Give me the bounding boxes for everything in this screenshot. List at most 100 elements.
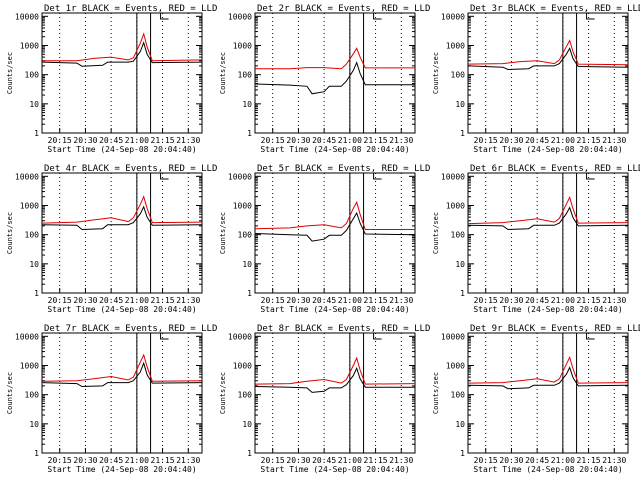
y-tick-label: 10000	[228, 172, 252, 181]
interval-bracket	[586, 333, 595, 340]
y-tick-label: 1	[460, 449, 465, 458]
y-axis-label: Counts/sec	[6, 372, 14, 414]
y-tick-label: 10	[242, 100, 252, 109]
x-tick-label: 20:45	[99, 296, 123, 305]
x-tick-label: 20:30	[499, 456, 523, 465]
y-tick-label: 1000	[446, 41, 465, 50]
x-axis-label: Start Time (24-Sep-08 20:04:40)	[47, 145, 196, 154]
x-tick-label: 21:15	[151, 456, 175, 465]
x-tick-label: 21:00	[551, 296, 575, 305]
x-axis-label: Start Time (24-Sep-08 20:04:40)	[47, 465, 196, 474]
x-tick-label: 20:30	[286, 136, 310, 145]
interval-bracket	[373, 333, 382, 340]
y-tick-label: 1	[34, 289, 39, 298]
x-tick-label: 20:45	[312, 296, 336, 305]
chart-panel: Det 2r BLACK = Events, RED = LLD 1 10 100 10…	[219, 4, 430, 154]
x-tick-label: 20:45	[525, 296, 549, 305]
interval-bracket	[160, 173, 169, 180]
y-tick-label: 10000	[15, 12, 39, 21]
x-tick-label: 20:15	[474, 136, 498, 145]
x-tick-label: 21:15	[364, 296, 388, 305]
x-tick-label: 21:00	[551, 456, 575, 465]
x-axis-label: Start Time (24-Sep-08 20:04:40)	[473, 145, 622, 154]
chart-panel: Det 6r BLACK = Events, RED = LLD 1 10 100 10…	[432, 164, 640, 314]
chart-panel: Det 3r BLACK = Events, RED = LLD 1 10 100 10…	[432, 4, 640, 154]
chart-title: Det 8r BLACK = Events, RED = LLD	[257, 324, 430, 334]
y-tick-label: 10000	[441, 332, 465, 341]
y-tick-label: 100	[451, 231, 466, 240]
y-tick-label: 10	[242, 420, 252, 429]
x-axis-label: Start Time (24-Sep-08 20:04:40)	[47, 305, 196, 314]
series-line-events	[468, 47, 629, 71]
x-tick-label: 21:15	[577, 136, 601, 145]
x-tick-label: 21:30	[389, 456, 413, 465]
chart-title: Det 4r BLACK = Events, RED = LLD	[44, 164, 217, 174]
x-tick-label: 20:45	[525, 456, 549, 465]
plot-frame	[41, 332, 203, 454]
plot-frame	[467, 12, 629, 134]
interval-bracket	[160, 13, 169, 20]
y-tick-label: 10	[455, 100, 465, 109]
interval-bracket	[586, 173, 595, 180]
y-axis-label: Counts/sec	[6, 212, 14, 254]
interval-bracket	[586, 13, 595, 20]
series-line-events	[468, 366, 629, 390]
x-tick-label: 20:30	[499, 136, 523, 145]
x-tick-label: 20:45	[99, 456, 123, 465]
y-tick-label: 100	[238, 391, 253, 400]
series-line-lld	[42, 195, 203, 224]
x-tick-label: 20:30	[73, 136, 97, 145]
series-line-lld	[468, 356, 629, 384]
y-tick-label: 10	[29, 260, 39, 269]
x-tick-label: 20:15	[474, 456, 498, 465]
chart-panel: Det 4r BLACK = Events, RED = LLD 1 10 100 10…	[6, 164, 217, 314]
y-tick-label: 1	[460, 129, 465, 138]
interval-bracket	[373, 173, 382, 180]
series-line-lld	[255, 47, 415, 70]
x-tick-label: 20:45	[99, 136, 123, 145]
plot-frame	[254, 12, 416, 134]
y-tick-label: 10000	[441, 172, 465, 181]
y-tick-label: 10	[29, 420, 39, 429]
x-tick-label: 21:15	[577, 456, 601, 465]
x-axis-label: Start Time (24-Sep-08 20:04:40)	[473, 305, 622, 314]
y-tick-label: 1000	[233, 201, 252, 210]
y-tick-label: 100	[451, 391, 466, 400]
x-tick-label: 20:15	[474, 296, 498, 305]
y-axis-label: Counts/sec	[219, 52, 227, 94]
x-tick-label: 20:15	[48, 456, 72, 465]
x-tick-label: 21:30	[176, 296, 200, 305]
y-tick-label: 10000	[15, 332, 39, 341]
chart-panel: Det 7r BLACK = Events, RED = LLD 1 10 100 10…	[6, 324, 217, 474]
y-tick-label: 1	[460, 289, 465, 298]
y-tick-label: 1	[34, 129, 39, 138]
x-tick-label: 21:00	[125, 296, 149, 305]
chart-panel: Det 9r BLACK = Events, RED = LLD 1 10 100 10…	[432, 324, 640, 474]
y-tick-label: 1000	[20, 361, 39, 370]
y-tick-label: 100	[25, 71, 40, 80]
chart-title: Det 3r BLACK = Events, RED = LLD	[470, 4, 640, 14]
x-tick-label: 20:30	[286, 456, 310, 465]
x-tick-label: 21:15	[151, 136, 175, 145]
y-axis-label: Counts/sec	[432, 52, 440, 94]
x-tick-label: 21:00	[338, 296, 362, 305]
series-line-lld	[255, 200, 415, 230]
chart-title: Det 6r BLACK = Events, RED = LLD	[470, 164, 640, 174]
y-tick-label: 1	[247, 129, 252, 138]
y-tick-label: 10000	[441, 12, 465, 21]
series-line-events	[255, 366, 415, 393]
y-tick-label: 1	[247, 449, 252, 458]
x-tick-label: 21:15	[151, 296, 175, 305]
x-tick-label: 21:00	[338, 136, 362, 145]
x-tick-label: 21:30	[176, 136, 200, 145]
y-axis-label: Counts/sec	[219, 212, 227, 254]
y-tick-label: 10000	[228, 332, 252, 341]
y-tick-label: 10	[455, 260, 465, 269]
x-tick-label: 20:30	[499, 296, 523, 305]
chart-panel: Det 8r BLACK = Events, RED = LLD 1 10 100 10…	[219, 324, 430, 474]
y-tick-label: 100	[25, 391, 40, 400]
chart-title: Det 2r BLACK = Events, RED = LLD	[257, 4, 430, 14]
x-axis-label: Start Time (24-Sep-08 20:04:40)	[260, 145, 409, 154]
y-tick-label: 10000	[15, 172, 39, 181]
